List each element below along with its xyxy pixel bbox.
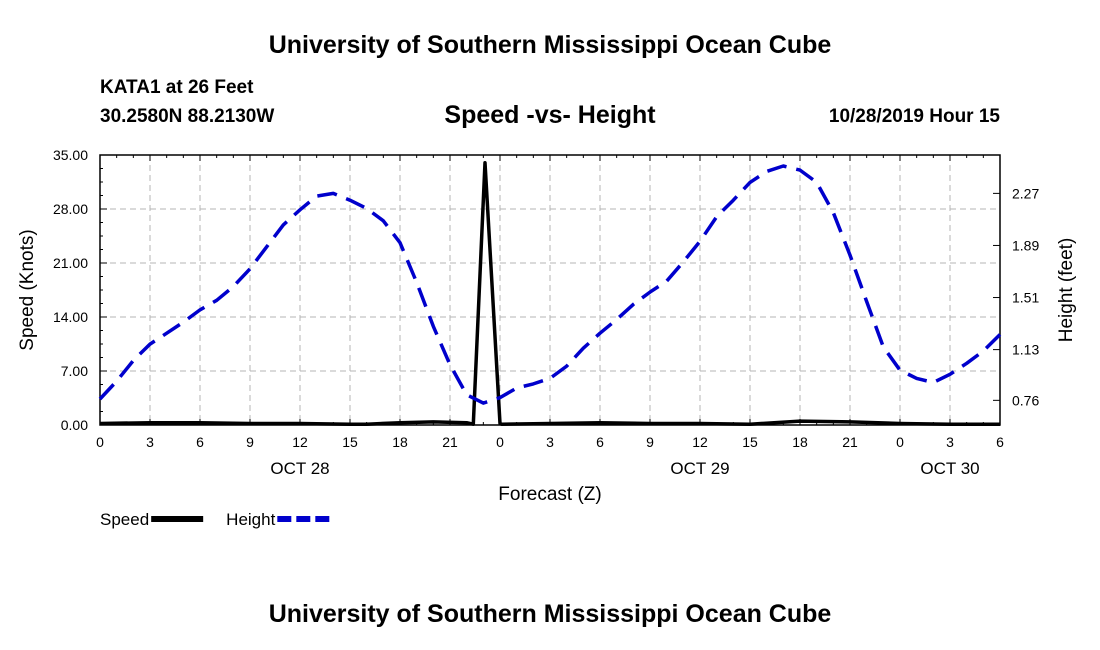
- x-tick-label: 12: [692, 434, 708, 450]
- series-line-speed: [99, 160, 1000, 426]
- datetime-label: 10/28/2019 Hour 15: [828, 106, 1000, 127]
- x-tick-label: 0: [496, 434, 504, 450]
- x-tick-label: 21: [442, 434, 458, 450]
- y-tick-label: 7.00: [61, 363, 88, 379]
- chart-title-bottom: University of Southern Mississippi Ocean…: [268, 600, 832, 628]
- x-tick-label: 15: [342, 434, 358, 450]
- x-tick-label: 3: [946, 434, 954, 450]
- x-tick-label: 12: [292, 434, 308, 450]
- chart-title-top: University of Southern Mississippi Ocean…: [268, 31, 832, 59]
- date-label: OCT 28: [270, 459, 329, 478]
- y-tick-label: 21.00: [53, 255, 88, 271]
- y2-tick-label: 0.76: [1012, 392, 1039, 408]
- y-tick-label: 28.00: [53, 201, 88, 217]
- x-tick-label: 18: [792, 434, 808, 450]
- x-tick-label: 18: [392, 434, 408, 450]
- x-tick-label: 6: [196, 434, 204, 450]
- x-axis-label: Forecast (Z): [498, 484, 601, 505]
- y-axis-label: Speed (Knots): [17, 229, 38, 350]
- y-tick-label: 35.00: [53, 147, 88, 163]
- coordinates-label: 30.2580N 88.2130W: [100, 106, 275, 127]
- y2-tick-label: 1.51: [1012, 290, 1039, 306]
- series-line-height: [98, 164, 1002, 405]
- x-tick-label: 0: [896, 434, 904, 450]
- x-tick-label: 15: [742, 434, 758, 450]
- plot-title: Speed -vs- Height: [444, 101, 656, 129]
- x-tick-label: 9: [646, 434, 654, 450]
- x-tick-label: 0: [96, 434, 104, 450]
- y2-axis-label: Height (feet): [1056, 238, 1077, 343]
- station-label: KATA1 at 26 Feet: [100, 77, 254, 98]
- legend-label: Height: [226, 510, 275, 529]
- x-tick-label: 3: [546, 434, 554, 450]
- x-tick-label: 6: [596, 434, 604, 450]
- x-tick-label: 9: [246, 434, 254, 450]
- date-label: OCT 29: [670, 459, 729, 478]
- y-tick-label: 0.00: [61, 417, 88, 433]
- y2-tick-label: 2.27: [1012, 185, 1039, 201]
- x-tick-label: 6: [996, 434, 1004, 450]
- legend-label: Speed: [100, 510, 149, 529]
- x-tick-label: 3: [146, 434, 154, 450]
- x-tick-label: 21: [842, 434, 858, 450]
- y-tick-label: 14.00: [53, 309, 88, 325]
- y2-tick-label: 1.89: [1012, 237, 1039, 253]
- date-label: OCT 30: [920, 459, 979, 478]
- y2-tick-label: 1.13: [1012, 342, 1039, 358]
